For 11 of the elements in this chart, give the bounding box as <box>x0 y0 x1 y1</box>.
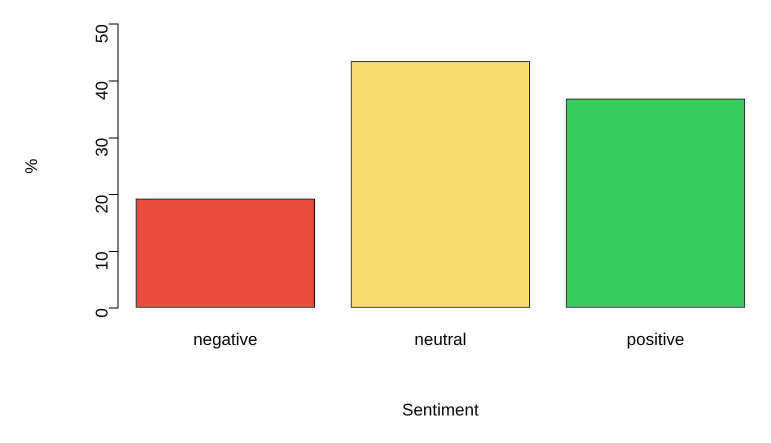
y-tick-label: 30 <box>92 138 112 157</box>
x-tick-label: positive <box>626 330 684 350</box>
y-tick-label: 50 <box>92 24 112 44</box>
y-axis-title: % <box>22 158 41 174</box>
y-tick-label: 40 <box>92 81 112 100</box>
y-tick-label: 10 <box>92 251 112 270</box>
y-tick-label: 20 <box>92 194 112 214</box>
y-tick-label: 0 <box>92 308 112 318</box>
x-tick-label: neutral <box>414 330 466 350</box>
x-axis-title: Sentiment <box>402 400 479 420</box>
x-tick-label: negative <box>193 330 258 350</box>
